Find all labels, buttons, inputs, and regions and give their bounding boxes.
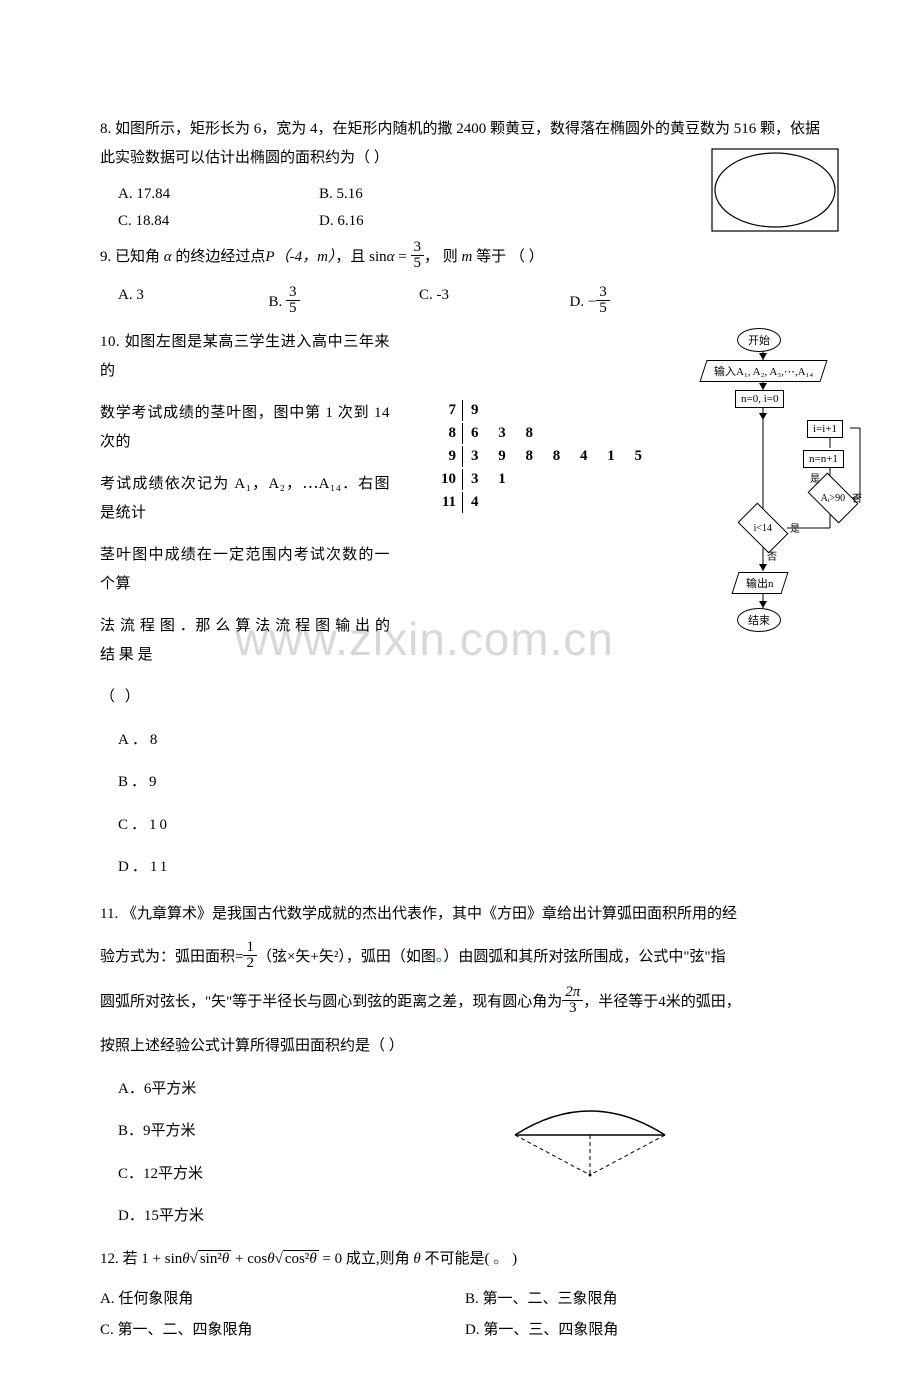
q10-l5: 法 流 程 图 ．那 么 算 法 流 程 图 输 出 的 结 果 是 [100, 612, 390, 669]
stem-leaf-plot: 79 86 3 8 93 9 8 8 4 1 5 103 1 114 [435, 398, 656, 515]
question-12: 12. 若 1 + sinθ√sin²θ + cosθ√cos²θ = 0 成立… [100, 1245, 830, 1340]
q9-text: 9. 已知角 α 的终边经过点P（-4，m），且 sinα = 35， 则 m … [100, 242, 830, 273]
q11-l4: 按照上述经验公式计算所得弧田面积约是（ ） [100, 1032, 830, 1061]
flowchart: 开始 输入A₁, A₂, A₃,⋯,A₁₄ n=0, i=0 i=i+1 n=n… [695, 328, 865, 668]
q11-l1: 11. 《九章算术》是我国古代数学成就的杰出代表作，其中《方田》章给出计算弧田面… [100, 900, 830, 929]
q11-option-d: D．15平方米 [100, 1202, 830, 1231]
fc-init: n=0, i=0 [735, 390, 784, 408]
q11-option-b: B．9平方米 [100, 1117, 830, 1146]
q11-option-c: C．12平方米 [100, 1160, 830, 1189]
q10-l2: 数学考试成绩的茎叶图，图中第 1 次到 14 次的 [100, 399, 390, 456]
q11-figure [500, 1095, 680, 1200]
fc-cond1: i<14 [741, 514, 785, 542]
q10-l3: 考试成绩依次记为 A₁，A₂，⋯A₁₄．右图是统计 [100, 470, 390, 527]
q11-l2: 验方式为：弧田面积=12（弦×矢+矢²），弧田（如图。）由圆弧和其所对弦所围成，… [100, 942, 830, 973]
q9-option-d: D. −35 [570, 287, 721, 318]
fc-no2: 否 [852, 490, 862, 505]
fc-input: 输入A₁, A₂, A₃,⋯,A₁₄ [699, 360, 827, 382]
q10-l6: （ ） [100, 683, 390, 712]
question-11: 11. 《九章算术》是我国古代数学成就的杰出代表作，其中《方田》章给出计算弧田面… [100, 900, 830, 1231]
q10-option-a: A．8 [100, 726, 390, 755]
q10-l1: 10. 如图左图是某高三学生进入高中三年来的 [100, 328, 390, 385]
fc-start: 开始 [737, 328, 781, 352]
question-10: 10. 如图左图是某高三学生进入高中三年来的 数学考试成绩的茎叶图，图中第 1 … [100, 328, 830, 896]
q10-option-b: B．9 [100, 768, 390, 797]
question-8: 8. 如图所示，矩形长为 6，宽为 4，在矩形内随机的撒 2400 颗黄豆，数得… [100, 115, 830, 230]
question-9: 9. 已知角 α 的终边经过点P（-4，m），且 sinα = 35， 则 m … [100, 242, 830, 318]
fc-step: i=i+1 [807, 420, 843, 438]
q9-option-a: A. 3 [118, 287, 269, 318]
q8-option-d: D. 6.16 [319, 213, 520, 230]
q11-option-a: A．6平方米 [100, 1075, 830, 1104]
q12-option-d: D. 第一、三、四象限角 [465, 1318, 830, 1339]
q9-option-c: C. -3 [419, 287, 570, 318]
fc-end: 结束 [737, 608, 781, 632]
q12-text: 12. 若 1 + sinθ√sin²θ + cosθ√cos²θ = 0 成立… [100, 1245, 830, 1274]
q12-option-c: C. 第一、二、四象限角 [100, 1318, 465, 1339]
q12-option-a: A. 任何象限角 [100, 1287, 465, 1308]
page-content: 8. 如图所示，矩形长为 6，宽为 4，在矩形内随机的撒 2400 颗黄豆，数得… [100, 115, 830, 1339]
fc-output: 输出n [731, 572, 788, 594]
q12-option-b: B. 第一、二、三象限角 [465, 1287, 830, 1308]
q8-option-a: A. 17.84 [118, 186, 319, 203]
fc-yes1: 是 [790, 520, 800, 535]
q10-l4: 茎叶图中成绩在一定范围内考试次数的一个算 [100, 541, 390, 598]
q8-figure [710, 147, 840, 242]
q11-l3: 圆弧所对弦长，"矢"等于半径长与圆心到弦的距离之差，现有圆心角为2π3，半径等于… [100, 987, 830, 1018]
q10-option-d: D．11 [100, 853, 390, 882]
q8-option-c: C. 18.84 [118, 213, 319, 230]
fc-yes2: 是 [810, 470, 820, 485]
q9-option-b: B. 35 [269, 287, 420, 318]
fc-no1: 否 [767, 548, 777, 563]
fc-cond2: Aᵢ>90 [811, 484, 855, 512]
q8-option-b: B. 5.16 [319, 186, 520, 203]
fc-inc: n=n+1 [803, 450, 844, 468]
q10-option-c: C．10 [100, 811, 390, 840]
